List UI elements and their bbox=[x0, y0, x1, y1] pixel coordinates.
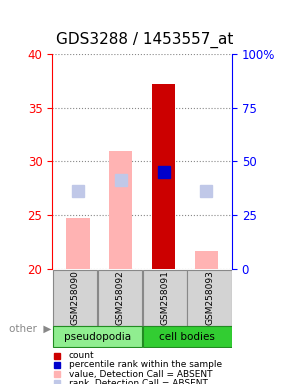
FancyBboxPatch shape bbox=[143, 270, 186, 326]
Text: cell bodies: cell bodies bbox=[159, 332, 215, 342]
Bar bbox=[66, 218, 90, 269]
Text: value, Detection Call = ABSENT: value, Detection Call = ABSENT bbox=[69, 370, 212, 379]
Text: GDS3288 / 1453557_at: GDS3288 / 1453557_at bbox=[56, 32, 234, 48]
Text: GSM258093: GSM258093 bbox=[205, 270, 214, 325]
FancyBboxPatch shape bbox=[98, 270, 142, 326]
FancyBboxPatch shape bbox=[53, 270, 97, 326]
Text: percentile rank within the sample: percentile rank within the sample bbox=[69, 361, 222, 369]
Text: GSM258092: GSM258092 bbox=[115, 271, 124, 325]
Text: count: count bbox=[69, 351, 95, 360]
Text: pseudopodia: pseudopodia bbox=[64, 332, 131, 342]
Text: GSM258091: GSM258091 bbox=[160, 270, 169, 325]
Bar bbox=[152, 84, 175, 269]
FancyBboxPatch shape bbox=[188, 270, 231, 326]
FancyBboxPatch shape bbox=[53, 326, 142, 347]
Text: rank, Detection Call = ABSENT: rank, Detection Call = ABSENT bbox=[69, 379, 208, 384]
Text: GSM258090: GSM258090 bbox=[70, 270, 79, 325]
Bar bbox=[109, 151, 133, 269]
Text: other  ▶: other ▶ bbox=[9, 323, 51, 333]
Bar bbox=[195, 250, 218, 269]
FancyBboxPatch shape bbox=[143, 326, 231, 347]
